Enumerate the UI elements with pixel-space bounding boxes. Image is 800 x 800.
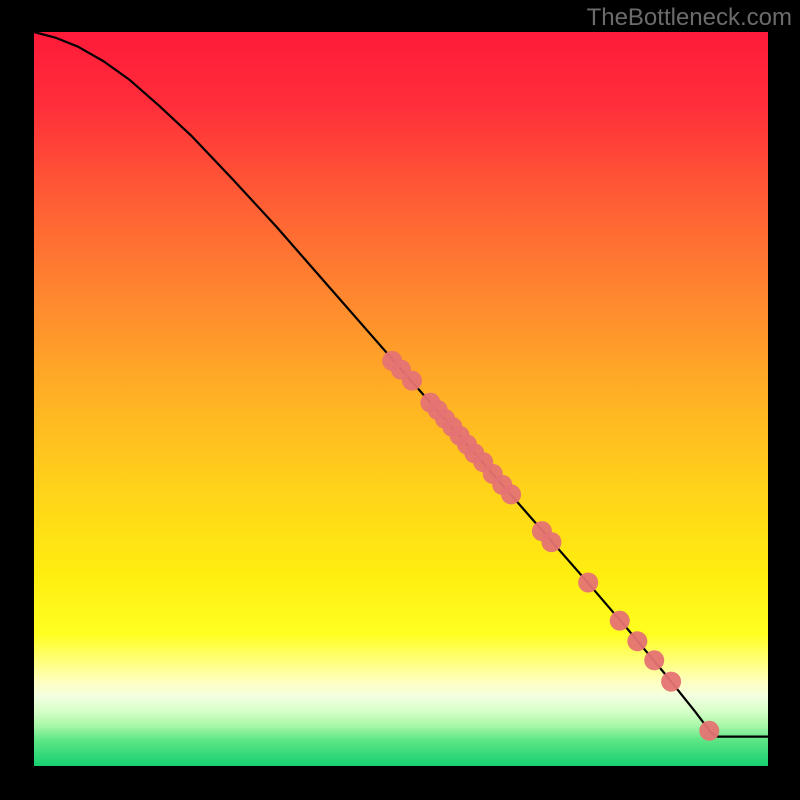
- marker-point: [610, 611, 630, 631]
- marker-point: [541, 532, 561, 552]
- marker-point: [661, 672, 681, 692]
- chart-svg: [0, 0, 800, 800]
- attribution-text: TheBottleneck.com: [579, 0, 800, 34]
- marker-point: [699, 721, 719, 741]
- marker-point: [627, 631, 647, 651]
- marker-point: [402, 371, 422, 391]
- marker-point: [578, 573, 598, 593]
- chart-stage: TheBottleneck.com: [0, 0, 800, 800]
- marker-point: [501, 484, 521, 504]
- marker-point: [644, 650, 664, 670]
